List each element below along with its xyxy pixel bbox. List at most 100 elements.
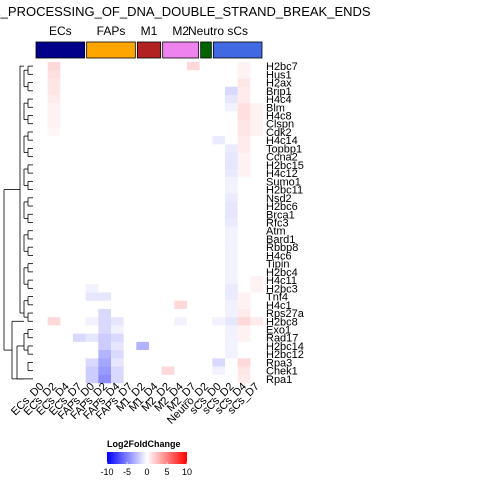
heatmap-cell [237,144,251,153]
heatmap-cell [187,243,200,252]
heatmap-cell [98,292,112,301]
heatmap-cell [85,366,99,376]
heatmap-cell [111,374,124,384]
heatmap-cell [212,78,226,87]
heatmap-cell [174,292,188,301]
heatmap-cell [174,251,188,260]
heatmap-cell [73,366,86,376]
heatmap-cell [123,341,137,351]
heatmap-cell [199,169,213,178]
heatmap-cell [187,62,200,71]
heatmap-cell [237,119,251,129]
heatmap-cell [149,292,162,301]
heatmap-cell [136,62,150,71]
heatmap-cell [73,325,86,334]
heatmap-cell [85,234,99,244]
heatmap-cell [85,308,99,318]
column-labels: ECs_D0ECs_D2ECs_D4ECs_D7FAPs_D0FAPs_D2FA… [9,381,262,427]
row-label: H2bc11 [266,185,303,197]
row-label: Rfc3 [266,218,289,230]
heatmap-cell [212,341,226,351]
heatmap-cell [35,136,48,145]
heatmap-cell [73,284,86,293]
heatmap-cell [123,374,137,384]
heatmap-cell [47,144,61,153]
heatmap-cell [212,127,226,137]
heatmap-cell [174,127,188,137]
heatmap-cell [174,267,188,277]
heatmap-cell [47,185,61,194]
heatmap-cell [35,127,48,137]
heatmap-cell [111,160,124,170]
heatmap-cell [212,366,226,376]
row-label: Hus1 [266,69,292,81]
heatmap-cell [199,308,213,318]
heatmap-cell [123,86,137,96]
heatmap-cell [149,111,162,120]
heatmap-cell [187,234,200,244]
group-label-neutro: Neutro [188,24,224,38]
heatmap-cell [187,169,200,178]
heatmap-cell [73,201,86,211]
heatmap-cell [111,243,124,252]
heatmap-cell [85,144,99,153]
heatmap-cell [161,234,175,244]
heatmap-cell [225,111,238,120]
heatmap-cell [174,284,188,293]
row-label: Nsd2 [266,193,292,205]
heatmap-cell [98,111,112,120]
row-label: H2bc12 [266,349,304,361]
heatmap-cell [60,177,74,186]
heatmap-cell [199,333,213,343]
heatmap-cell [149,350,162,359]
heatmap-cell [237,111,251,120]
row-label: Rbbp8 [266,242,298,254]
heatmap-cell [111,185,124,194]
heatmap-cell [174,366,188,376]
heatmap-cell [212,210,226,219]
heatmap-cell [174,325,188,334]
heatmap-cell [237,276,251,285]
heatmap-cell [187,177,200,186]
heatmap-cell [111,358,124,367]
heatmap-cell [136,94,150,104]
heatmap-cell [136,144,150,153]
heatmap-cell [98,177,112,186]
heatmap-cell [187,160,200,170]
row-label: Tnf4 [266,292,288,304]
heatmap-cell [73,341,86,351]
heatmap-cell [199,210,213,219]
heatmap-cell [237,127,251,137]
heatmap-cell [161,341,175,351]
heatmap-cell [85,210,99,219]
heatmap-cell [35,259,48,269]
heatmap-cell [98,152,112,162]
heatmap-cell [98,86,112,96]
heatmap-cell [98,169,112,178]
heatmap-cell [187,78,200,87]
heatmap-cell [98,358,112,367]
heatmap-cell [73,210,86,219]
heatmap-cell [47,177,61,186]
heatmap-cell [60,144,74,153]
group-bar-neutro [200,41,212,59]
heatmap-cell [98,70,112,79]
heatmap-cell [212,284,226,293]
heatmap-cell [98,341,112,351]
heatmap-cell [123,103,137,112]
heatmap-cell [111,103,124,112]
heatmap-cell [250,62,264,71]
row-label: Sumo1 [266,176,301,188]
heatmap-cell [149,78,162,87]
heatmap-cell [225,94,238,104]
heatmap-cell [136,308,150,318]
heatmap-cell [60,218,74,227]
heatmap-cell [98,185,112,194]
heatmap-cell [225,86,238,96]
heatmap-cell [149,317,162,326]
row-label: Topbp1 [266,143,302,155]
heatmap-cell [98,284,112,293]
heatmap-cell [225,251,238,260]
heatmap-cell [187,103,200,112]
